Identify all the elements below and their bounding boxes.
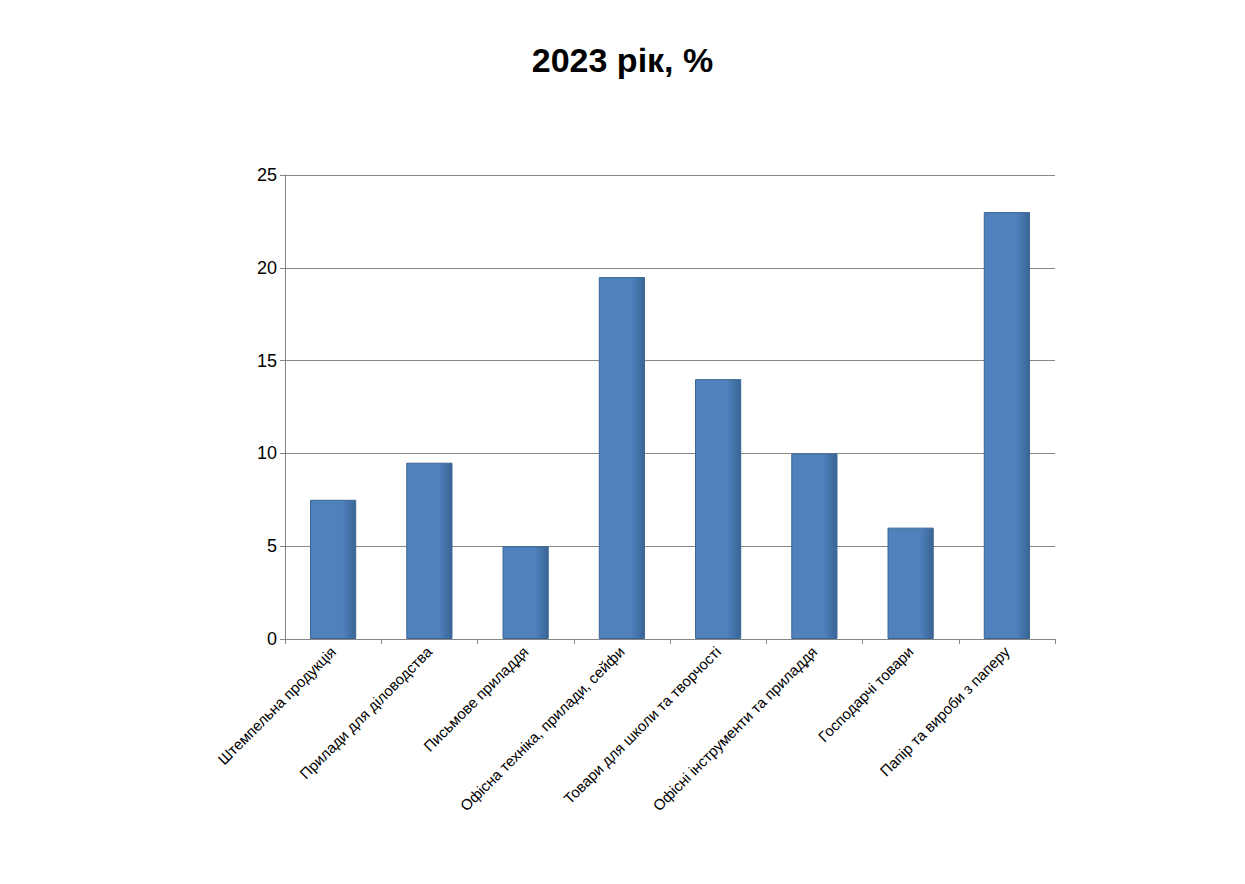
svg-text:Офісні інструменти та приладдя: Офісні інструменти та приладдя xyxy=(649,643,820,814)
svg-text:20: 20 xyxy=(257,258,277,278)
svg-text:Письмове приладдя: Письмове приладдя xyxy=(420,643,532,755)
svg-text:25: 25 xyxy=(257,165,277,185)
svg-text:Папір та вироби з паперу: Папір та вироби з паперу xyxy=(876,643,1013,780)
svg-text:15: 15 xyxy=(257,351,277,371)
svg-text:Офісна техніка, прилади, сейфи: Офісна техніка, прилади, сейфи xyxy=(457,643,628,814)
svg-text:5: 5 xyxy=(267,536,277,556)
svg-text:Господарчі товари: Господарчі товари xyxy=(815,643,917,745)
svg-text:Прилади для діловодства: Прилади для діловодства xyxy=(296,643,436,783)
svg-text:0: 0 xyxy=(267,629,277,649)
svg-text:10: 10 xyxy=(257,443,277,463)
svg-text:2023 рік, %: 2023 рік, % xyxy=(532,41,713,79)
svg-text:Товари для школи та творчості: Товари для школи та творчості xyxy=(560,643,724,807)
svg-text:Штемпельна продукція: Штемпельна продукція xyxy=(214,643,340,768)
